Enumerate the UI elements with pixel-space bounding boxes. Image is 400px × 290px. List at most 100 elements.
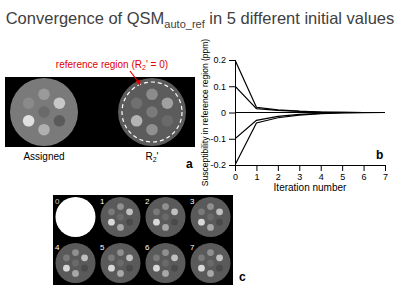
- y-tick-label: -0.1: [210, 134, 226, 144]
- phantom-insert: [81, 265, 88, 272]
- x-tick: 6: [362, 165, 367, 182]
- y-tick: 0.2: [213, 55, 235, 65]
- panel-label: b: [376, 148, 383, 162]
- image-background: [53, 195, 233, 285]
- x-tick: 0: [233, 165, 238, 182]
- x-tick-label: 6: [362, 172, 367, 182]
- phantom-insert: [216, 265, 223, 272]
- x-tick-mark: [321, 165, 322, 171]
- phantom-insert: [23, 97, 35, 109]
- x-tick-label: 2: [276, 172, 281, 182]
- phantom-insert: [38, 106, 50, 118]
- phantom-insert: [126, 265, 133, 272]
- phantom-insert: [117, 203, 124, 210]
- caption: Assigned: [23, 151, 64, 162]
- panel-label: a: [186, 157, 193, 171]
- x-tick-label: 5: [340, 172, 345, 182]
- phantom-insert: [162, 270, 169, 277]
- x-tick-mark: [299, 165, 300, 171]
- y-axis-title: Susceptibility in reference region (ppm): [200, 39, 210, 187]
- x-tick-mark: [364, 165, 365, 171]
- phantom-insert: [72, 260, 79, 267]
- phantom-insert: [117, 249, 124, 256]
- phantom-insert: [117, 270, 124, 277]
- panel-c: 01234567c: [53, 195, 246, 285]
- frame-label: 7: [190, 243, 195, 252]
- y-axis: -0.2-0.100.10.2: [210, 55, 235, 170]
- title-sub: auto_ref: [164, 18, 205, 30]
- x-tick-label: 4: [319, 172, 324, 182]
- x-tick-mark: [278, 165, 279, 171]
- phantom-disk: [101, 243, 141, 283]
- phantom-insert: [171, 219, 178, 226]
- x-tick: 3: [297, 165, 302, 182]
- annotation: reference region (R2' = 0): [56, 59, 168, 71]
- lines: [235, 60, 385, 165]
- phantom-insert: [81, 254, 88, 261]
- y-tick-label: -0.2: [210, 160, 226, 170]
- phantom-insert: [153, 265, 160, 272]
- phantom-insert: [131, 97, 143, 109]
- x-axis-line: [236, 165, 386, 166]
- phantom-disk: [118, 78, 186, 146]
- phantom-insert: [198, 208, 205, 215]
- phantom-insert: [207, 214, 214, 221]
- phantom-insert: [54, 115, 66, 127]
- phantom-insert: [171, 254, 178, 261]
- y-tick-label: 0.2: [213, 55, 226, 65]
- phantom-insert: [108, 254, 115, 261]
- phantom-insert: [153, 219, 160, 226]
- x-tick: 2: [276, 165, 281, 182]
- phantom-insert: [108, 219, 115, 226]
- phantom-insert: [126, 254, 133, 261]
- phantom-disk: [10, 78, 78, 146]
- x-tick-mark: [256, 165, 257, 171]
- title: Convergence of QSMauto_ref in 5 differen…: [6, 9, 395, 30]
- panel-b: 01234567-0.2-0.100.10.2Iteration numberS…: [200, 39, 388, 193]
- phantom-insert: [126, 208, 133, 215]
- x-tick: 5: [340, 165, 345, 182]
- phantom-insert: [162, 97, 174, 109]
- panel-a: reference region (R2' = 0)AssignedR2'a: [5, 59, 195, 171]
- phantom-insert: [146, 106, 158, 118]
- series-line: [235, 86, 385, 112]
- x-tick-mark: [342, 165, 343, 171]
- caption-part: Assigned: [23, 151, 64, 162]
- phantom-insert: [146, 89, 158, 101]
- x-tick-mark: [385, 165, 386, 171]
- title-part: in 5 different initial values: [205, 9, 395, 27]
- panel-label: c: [239, 270, 246, 284]
- phantom-insert: [63, 265, 70, 272]
- phantom-disk: [146, 197, 186, 237]
- x-tick: 7: [383, 165, 388, 182]
- phantom-saturated: [56, 197, 96, 237]
- annotation-part: reference region (R: [56, 59, 142, 70]
- caption-part: ': [157, 151, 159, 162]
- arrow-head: [136, 80, 141, 87]
- phantom-insert: [63, 254, 70, 261]
- phantom-insert: [108, 265, 115, 272]
- x-tick-label: 1: [254, 172, 259, 182]
- phantom-insert: [207, 224, 214, 231]
- phantom-insert: [117, 260, 124, 267]
- phantom-insert: [171, 265, 178, 272]
- phantom-insert: [38, 89, 50, 101]
- x-tick: 4: [319, 165, 324, 182]
- phantom-insert: [198, 219, 205, 226]
- frame-label: 3: [190, 197, 195, 206]
- phantom-insert: [38, 124, 50, 136]
- phantom-insert: [162, 224, 169, 231]
- phantom-insert: [23, 115, 35, 127]
- y-tick-mark: [229, 113, 235, 114]
- phantom-insert: [54, 97, 66, 109]
- x-tick-mark: [235, 165, 236, 171]
- x-axis: 0 1 2 3 4 5 6 7: [233, 165, 388, 182]
- y-tick-mark: [229, 60, 235, 61]
- x-tick-label: 0: [233, 172, 238, 182]
- series-line: [235, 60, 385, 113]
- phantom-insert: [216, 208, 223, 215]
- reference-outline: [122, 82, 182, 142]
- frame-label: 2: [145, 197, 150, 206]
- x-tick-label: 3: [297, 172, 302, 182]
- y-tick: -0.2: [210, 160, 235, 170]
